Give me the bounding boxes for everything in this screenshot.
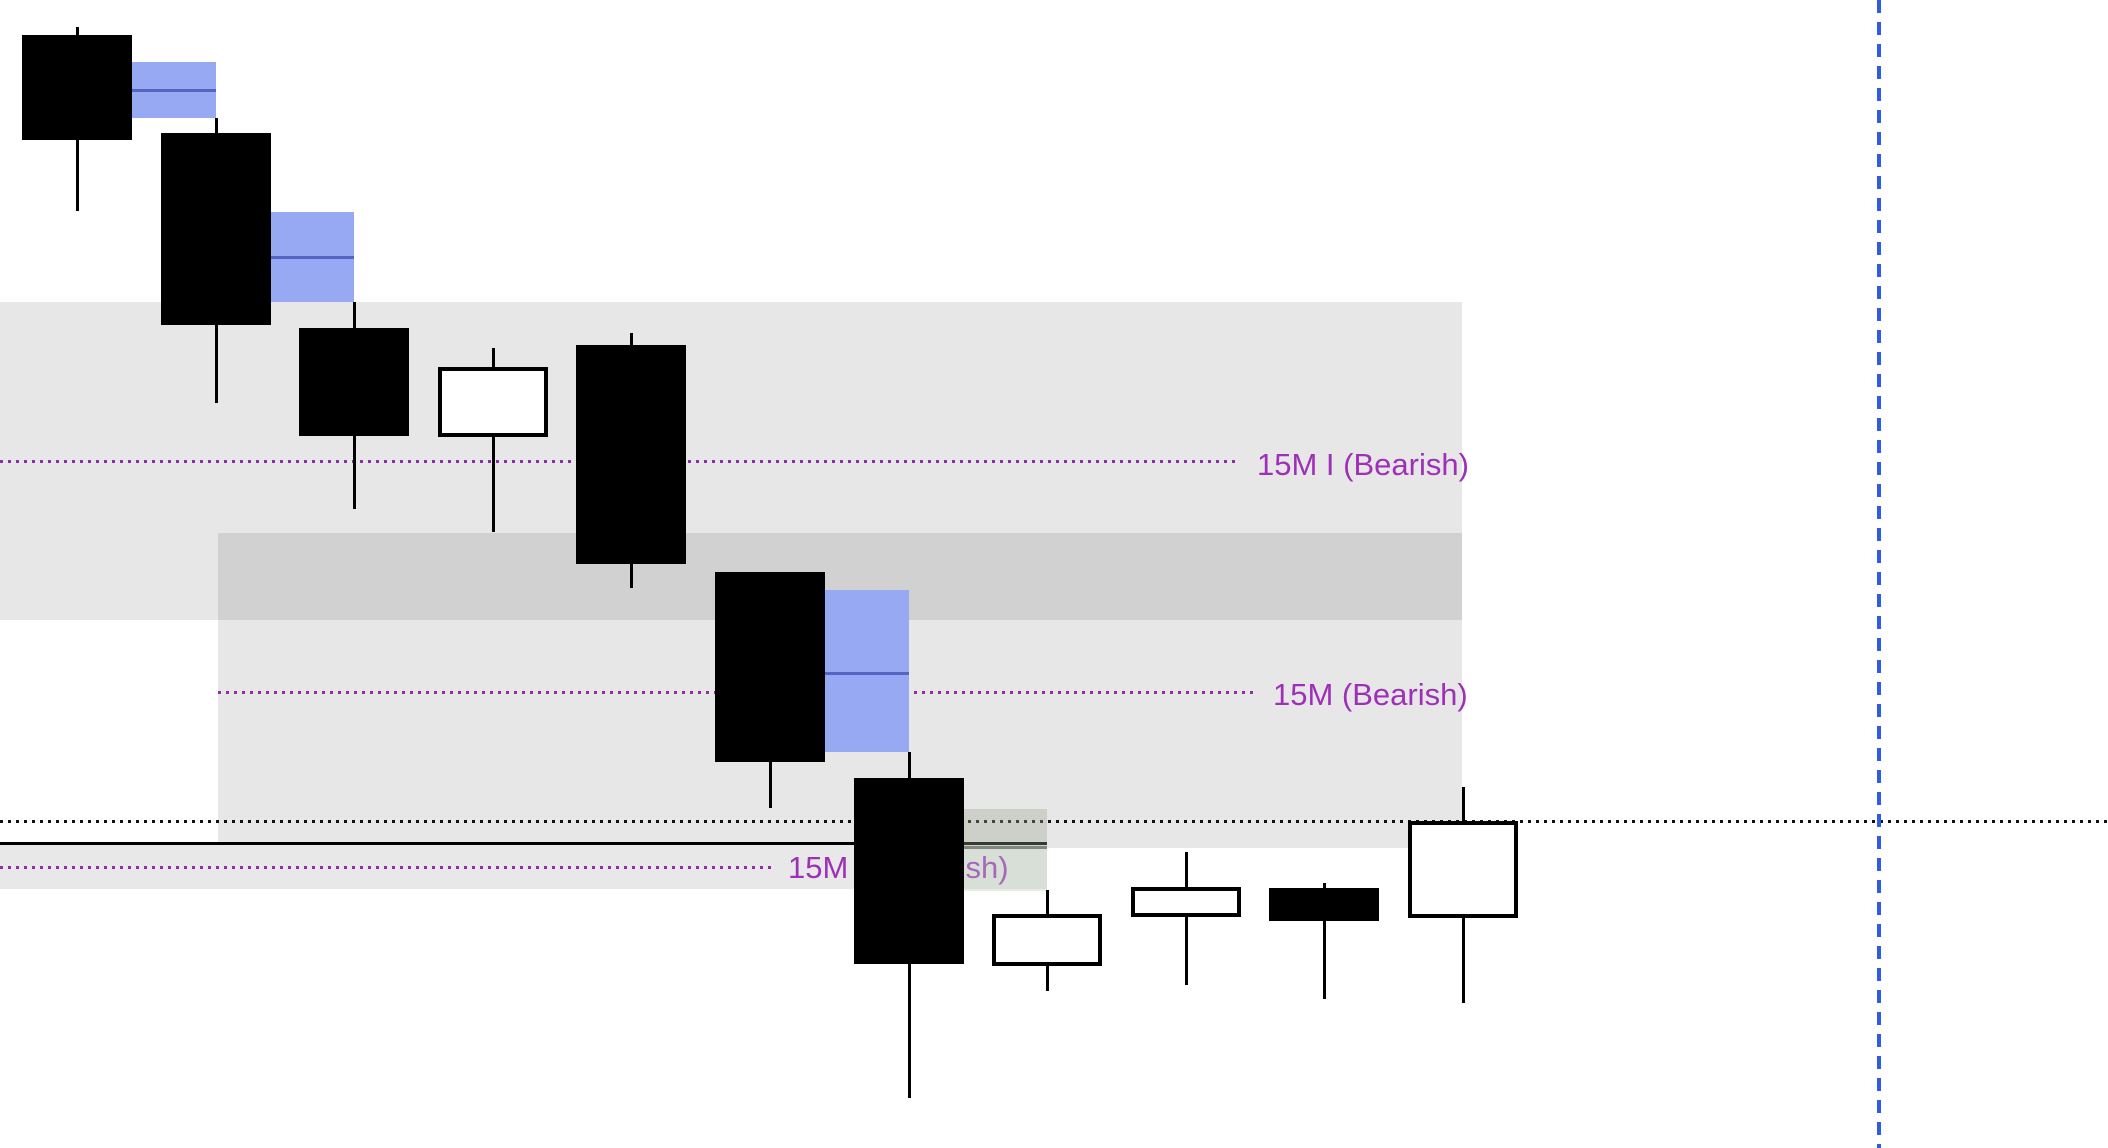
signal-label-15m-1[interactable]: 15M I (Bearish)	[1257, 446, 1469, 482]
candle-body-bearish	[299, 328, 409, 436]
fvg-box-3-midline	[825, 672, 909, 675]
candle-body-bearish	[715, 572, 825, 762]
candle-body-bearish	[1269, 888, 1379, 921]
purple-dotted-line-3[interactable]	[0, 866, 773, 869]
candle-body-bearish	[22, 35, 132, 140]
fvg-box-2-midline	[271, 256, 354, 259]
gray-fvg-box-lower[interactable]	[964, 849, 1047, 891]
candle-wick	[491, 348, 495, 532]
fvg-box-3[interactable]	[825, 590, 909, 752]
candle-body-bearish	[576, 345, 686, 564]
candle-wick	[1322, 883, 1326, 999]
fvg-box-1-midline	[132, 89, 216, 92]
candle-body-bullish	[992, 914, 1102, 966]
candle-wick	[1184, 852, 1188, 985]
candle-body-bearish	[161, 133, 271, 325]
gray-fvg-box-midline	[964, 846, 1047, 849]
candle-body-bearish	[854, 778, 964, 964]
signal-label-15m-2[interactable]: 15M (Bearish)	[1273, 676, 1468, 712]
candle-body-bullish	[438, 367, 548, 437]
candle-body-bullish	[1131, 887, 1241, 917]
candle-body-bullish	[1408, 821, 1518, 918]
vertical-dashed-session-line[interactable]	[1877, 0, 1881, 1148]
gray-fvg-box-upper[interactable]	[964, 809, 1047, 846]
solid-level-line[interactable]	[0, 842, 1047, 845]
black-dotted-level-line[interactable]	[0, 820, 2108, 823]
